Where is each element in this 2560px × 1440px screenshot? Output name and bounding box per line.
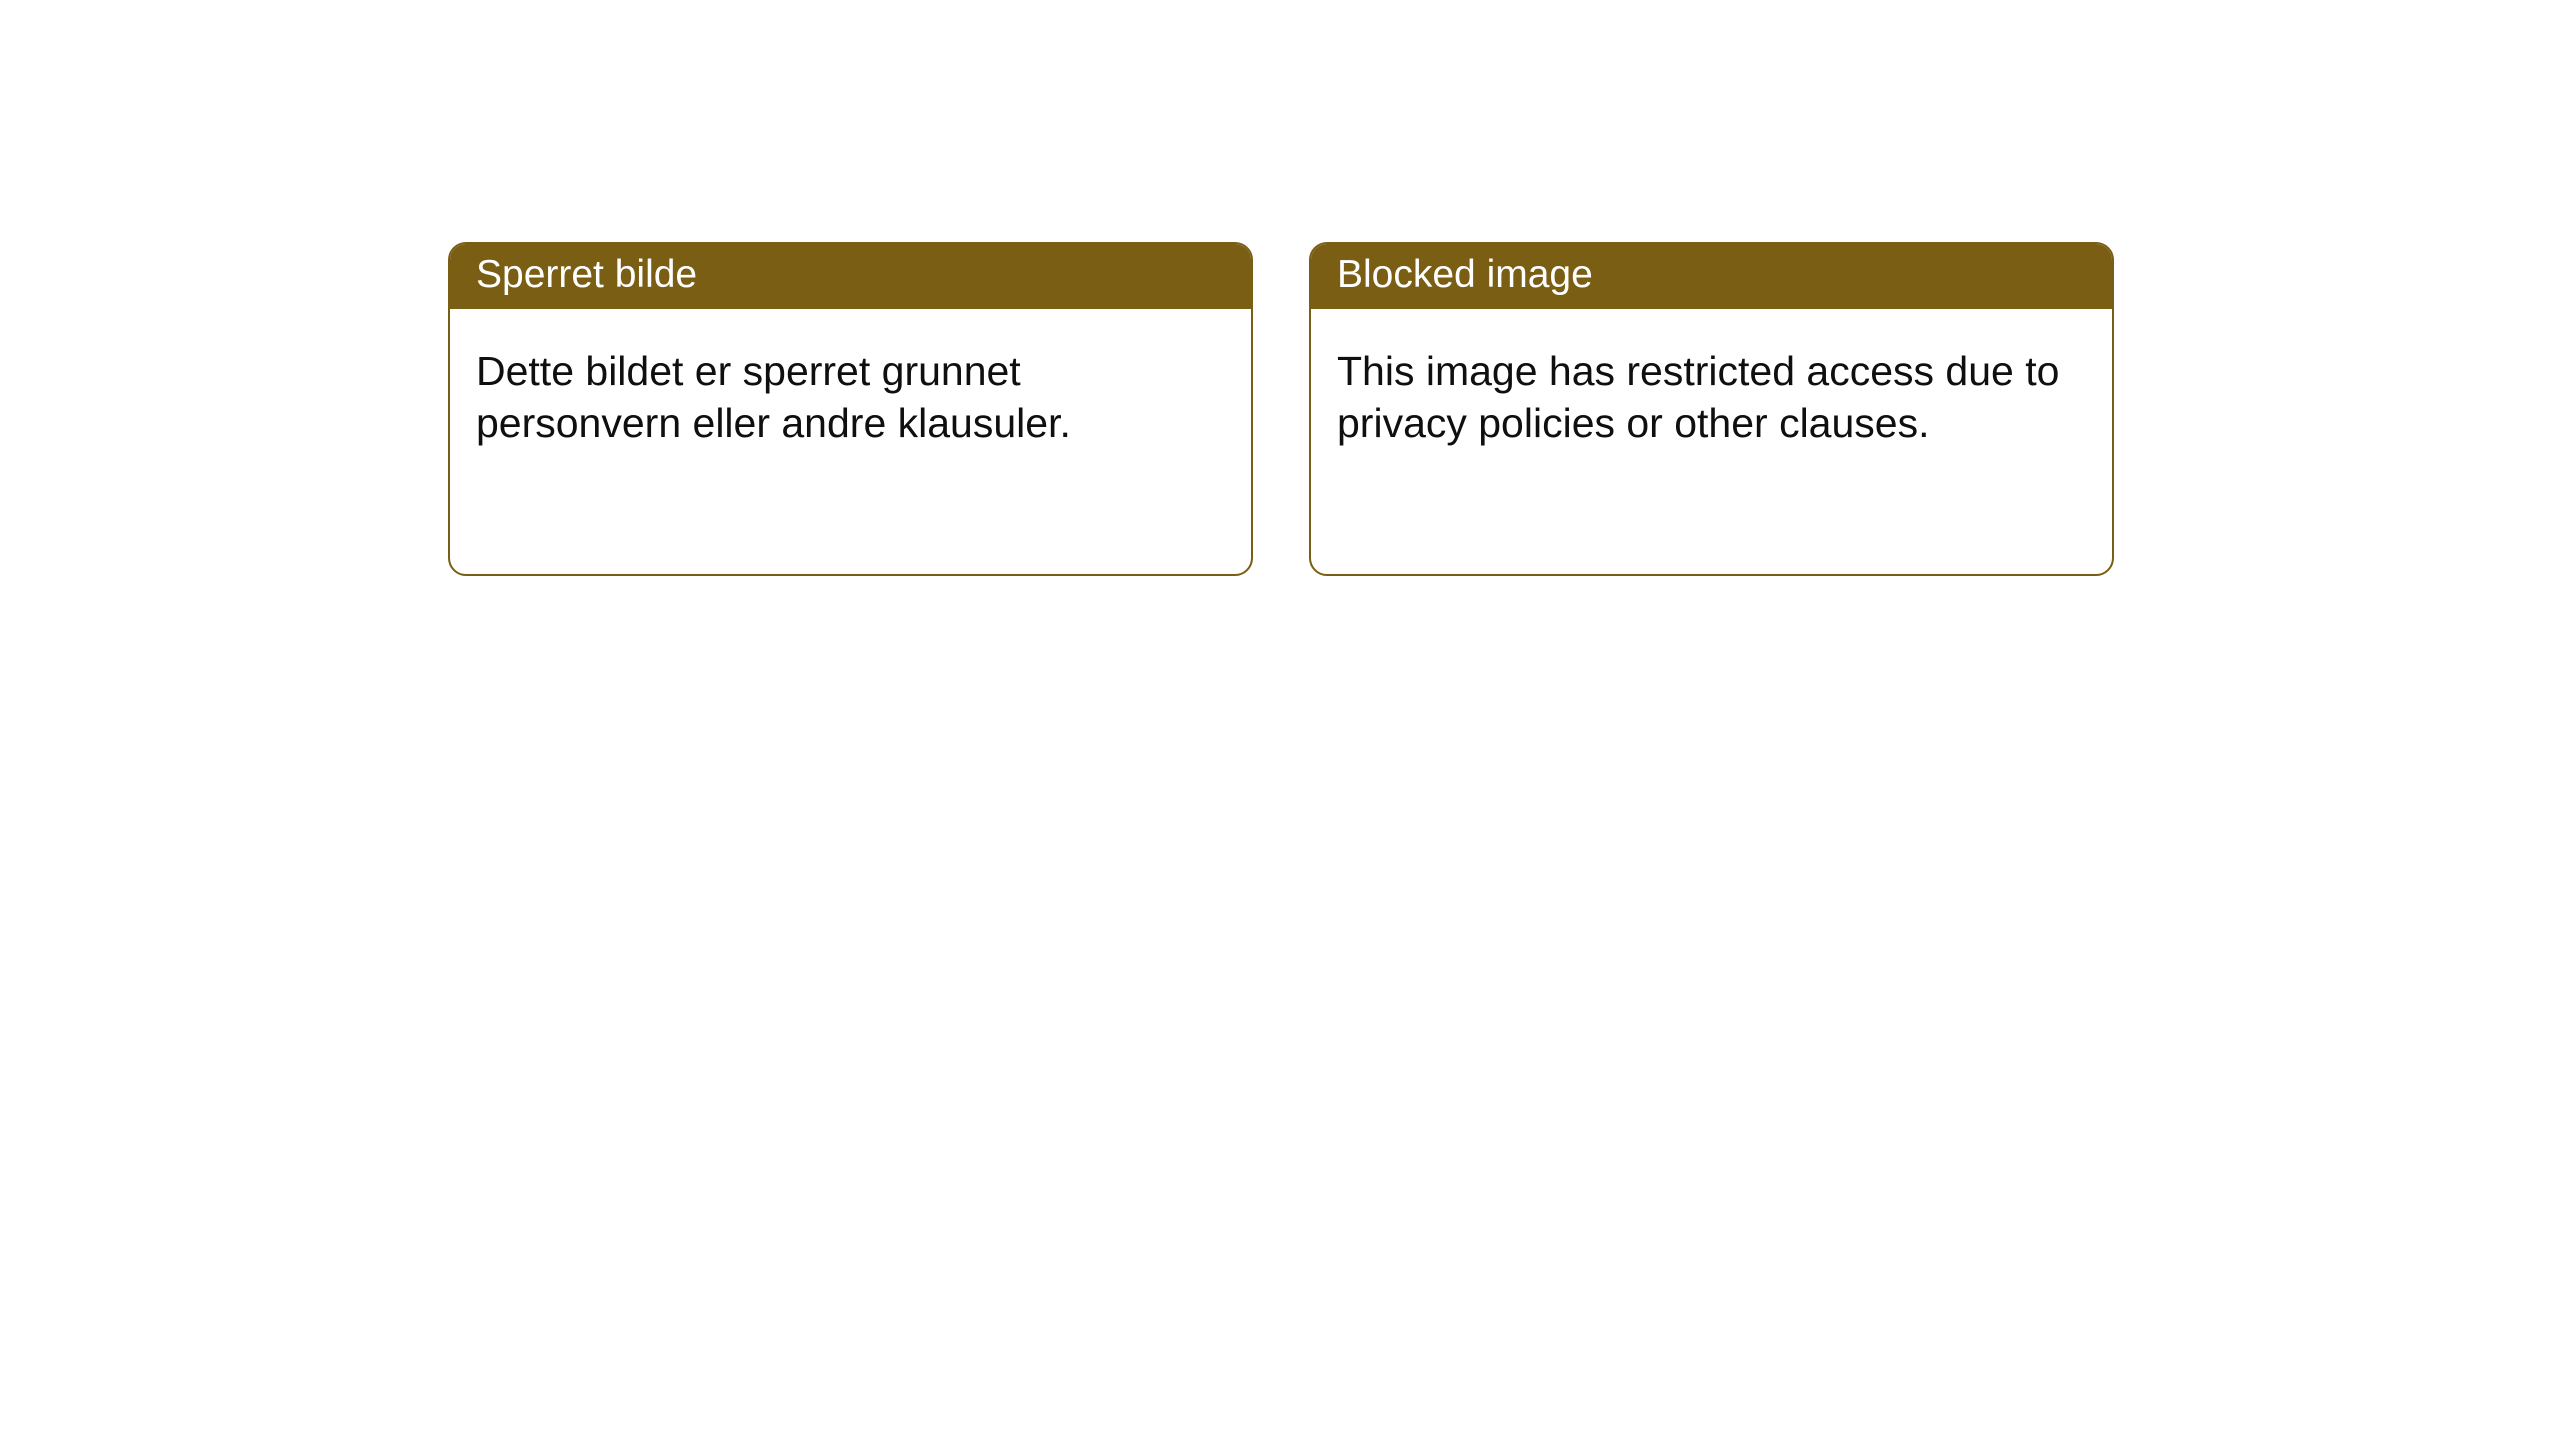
notice-header: Sperret bilde — [450, 244, 1251, 309]
notice-box-norwegian: Sperret bilde Dette bildet er sperret gr… — [448, 242, 1253, 576]
notice-header: Blocked image — [1311, 244, 2112, 309]
notice-title: Blocked image — [1337, 253, 1593, 296]
notice-container: Sperret bilde Dette bildet er sperret gr… — [0, 0, 2560, 576]
notice-message: This image has restricted access due to … — [1337, 348, 2059, 446]
notice-title: Sperret bilde — [476, 253, 697, 296]
notice-message: Dette bildet er sperret grunnet personve… — [476, 348, 1071, 446]
notice-box-english: Blocked image This image has restricted … — [1309, 242, 2114, 576]
notice-body: This image has restricted access due to … — [1311, 309, 2112, 476]
notice-body: Dette bildet er sperret grunnet personve… — [450, 309, 1251, 476]
